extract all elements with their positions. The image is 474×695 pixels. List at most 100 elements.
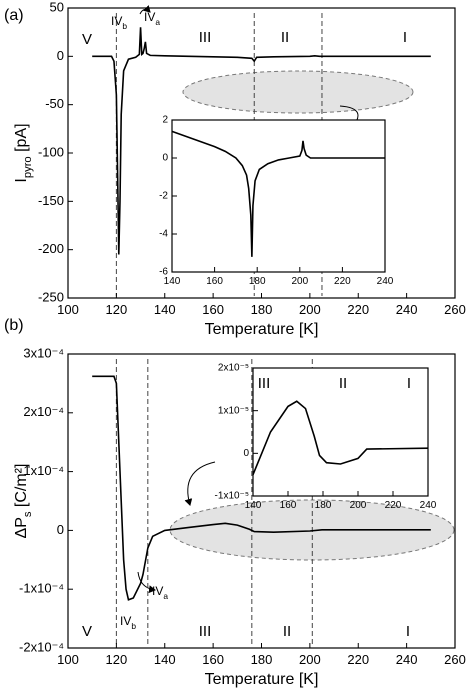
x-tick-label: 260 bbox=[444, 652, 466, 667]
y-tick-label: 50 bbox=[50, 0, 64, 14]
y-tick-label: -4 bbox=[159, 229, 168, 240]
y-tick-label: 0 bbox=[162, 153, 168, 164]
data-line bbox=[252, 400, 429, 475]
x-tick-label: 160 bbox=[280, 500, 297, 511]
y-tick-label: 2x10⁻⁵ bbox=[218, 363, 249, 374]
y-tick-label: 0 bbox=[57, 522, 64, 537]
label-sub: a bbox=[163, 591, 168, 601]
x-axis-label: Temperature [K] bbox=[205, 671, 319, 688]
x-axis-label: Temperature [K] bbox=[205, 321, 319, 338]
x-tick-label: 200 bbox=[299, 652, 321, 667]
phase-label: IVb bbox=[111, 14, 127, 31]
y-tick-label: -150 bbox=[38, 193, 64, 208]
x-tick-label: 240 bbox=[377, 276, 394, 287]
data-line bbox=[92, 375, 431, 601]
axes-frame bbox=[252, 367, 429, 497]
label-main: I bbox=[13, 178, 30, 182]
label-main: V bbox=[82, 623, 92, 640]
phase-label: II bbox=[339, 375, 347, 392]
arrow bbox=[139, 4, 151, 15]
x-tick-label: 220 bbox=[347, 302, 369, 317]
label-main: II bbox=[339, 375, 347, 392]
x-tick-label: 240 bbox=[420, 500, 437, 511]
arrow bbox=[184, 461, 216, 506]
y-tick-label: -1x10⁻⁵ bbox=[215, 491, 249, 502]
x-tick-label: 140 bbox=[154, 302, 176, 317]
phase-label: I bbox=[407, 375, 411, 392]
y-tick-label: -100 bbox=[38, 144, 64, 159]
y-tick-label: 0 bbox=[57, 48, 64, 63]
panel-label: (b) bbox=[4, 317, 24, 334]
y-axis-label: Ipyro [pA] bbox=[13, 123, 34, 182]
x-tick-label: 140 bbox=[154, 652, 176, 667]
label-unit: [pA] bbox=[13, 123, 30, 156]
y-tick-label: -200 bbox=[38, 241, 64, 256]
highlight-ellipse bbox=[182, 70, 414, 114]
axes-frame bbox=[67, 7, 456, 299]
label-main: V bbox=[82, 31, 92, 48]
x-tick-label: 220 bbox=[334, 276, 351, 287]
label-main: IV bbox=[120, 614, 131, 628]
phase-label: III bbox=[199, 623, 212, 640]
x-tick-label: 120 bbox=[106, 652, 128, 667]
panel-label: (a) bbox=[4, 7, 24, 24]
x-tick-label: 240 bbox=[396, 302, 418, 317]
label-main: I bbox=[407, 375, 411, 392]
label-main: II bbox=[281, 29, 289, 46]
label-main: III bbox=[258, 375, 271, 392]
x-tick-label: 220 bbox=[347, 652, 369, 667]
label-main: II bbox=[283, 623, 291, 640]
x-tick-label: 180 bbox=[251, 652, 273, 667]
x-tick-label: 180 bbox=[251, 302, 273, 317]
phase-label: IVa bbox=[144, 10, 160, 27]
label-main: III bbox=[199, 29, 212, 46]
label-main: ΔP bbox=[13, 517, 30, 538]
plot-area bbox=[253, 368, 428, 496]
phase-label: IVb bbox=[120, 614, 136, 631]
y-tick-label: 0 bbox=[243, 448, 249, 459]
y-tick-label: -6 bbox=[159, 267, 168, 278]
label-unit: [C/m²] bbox=[13, 464, 30, 512]
label-main: I bbox=[406, 623, 410, 640]
phase-label: III bbox=[199, 29, 212, 46]
label-sub: b bbox=[131, 621, 136, 631]
y-tick-label: -2 bbox=[159, 191, 168, 202]
data-line bbox=[92, 27, 431, 255]
label-main: IV bbox=[111, 14, 122, 28]
x-tick-label: 160 bbox=[206, 276, 223, 287]
x-tick-label: 200 bbox=[291, 276, 308, 287]
phase-label: II bbox=[281, 29, 289, 46]
y-tick-label: 2 bbox=[162, 115, 168, 126]
phase-label: I bbox=[406, 623, 410, 640]
phase-label: III bbox=[258, 375, 271, 392]
phase-label: II bbox=[283, 623, 291, 640]
plot-area bbox=[172, 120, 385, 272]
y-tick-label: -50 bbox=[45, 96, 64, 111]
phase-label: I bbox=[403, 29, 407, 46]
x-tick-label: 120 bbox=[106, 302, 128, 317]
axes-frame bbox=[67, 353, 456, 649]
label-main: I bbox=[403, 29, 407, 46]
y-tick-label: 1x10⁻⁵ bbox=[218, 405, 249, 416]
phase-label: V bbox=[82, 623, 92, 640]
x-tick-label: 240 bbox=[396, 652, 418, 667]
y-axis-label: ΔPs [C/m²] bbox=[13, 464, 34, 539]
label-sub: pyro bbox=[22, 156, 34, 178]
x-tick-label: 260 bbox=[444, 302, 466, 317]
y-tick-label: -1x10⁻⁴ bbox=[19, 581, 64, 596]
data-line bbox=[171, 130, 385, 257]
x-tick-label: 200 bbox=[350, 500, 367, 511]
label-main: III bbox=[199, 623, 212, 640]
label-sub: b bbox=[122, 21, 127, 31]
label-sub: s bbox=[22, 511, 34, 517]
phase-label: V bbox=[82, 31, 92, 48]
y-tick-label: 3x10⁻⁴ bbox=[23, 345, 64, 360]
x-tick-label: 180 bbox=[249, 276, 266, 287]
x-tick-label: 220 bbox=[385, 500, 402, 511]
arrow bbox=[137, 571, 156, 594]
x-tick-label: 160 bbox=[202, 652, 224, 667]
y-tick-label: -250 bbox=[38, 289, 64, 304]
axes-frame bbox=[171, 119, 386, 273]
x-tick-label: 100 bbox=[57, 302, 79, 317]
